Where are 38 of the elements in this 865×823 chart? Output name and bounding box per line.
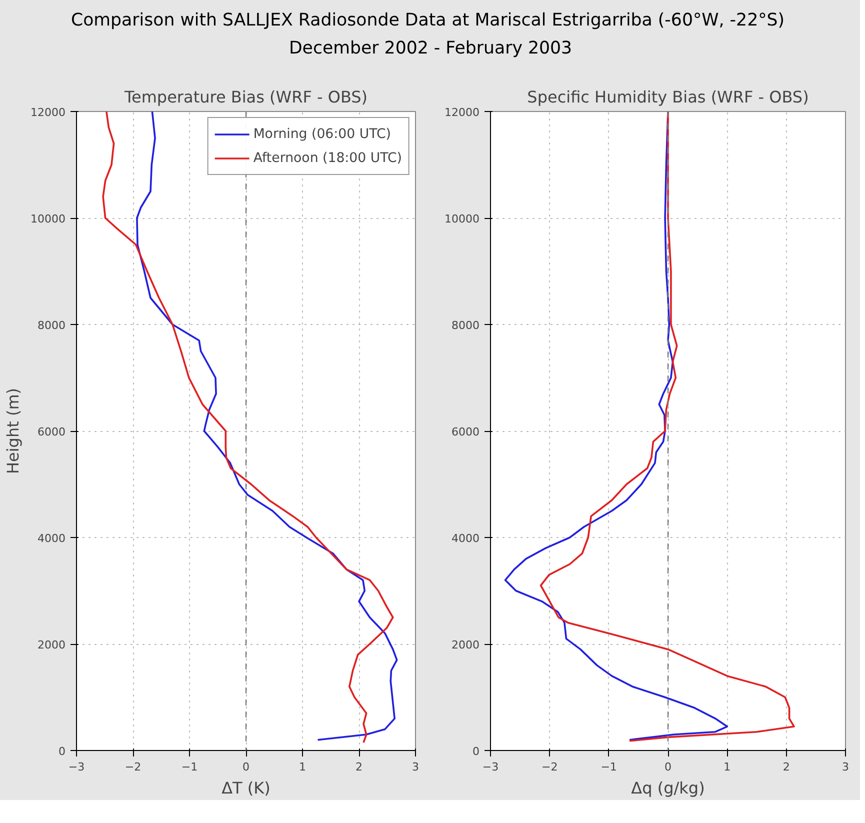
y-tick-label: 4000 [452,532,480,545]
y-axis-title: Height (m) [4,388,23,474]
x-tick-label: 0 [242,760,250,774]
x-tick-label: −1 [181,760,198,774]
text: December 2002 - February 2003 [288,38,572,58]
x-tick-label: −3 [68,760,85,774]
x-tick-label: −2 [542,760,558,774]
x-tick-label: 0 [664,760,672,774]
y-tick-label: 6000 [38,426,66,438]
y-tick-label: 4000 [38,532,66,545]
chart-title: Specific Humidity Bias (WRF - OBS) [527,88,809,106]
chart-title: Temperature Bias (WRF - OBS) [123,88,368,106]
legend-label: Afternoon (18:00 UTC) [253,150,402,166]
y-tick-label: 0 [58,745,66,758]
y-tick-label: 10000 [444,212,480,226]
x-axis-title: Δq (g/kg) [631,778,705,798]
x-tick-label: 1 [724,760,731,774]
y-tick-label: 2000 [452,638,480,652]
y-tick-label: 0 [472,745,480,758]
x-tick-label: 2 [782,760,790,774]
line-series [540,112,795,742]
y-tick-label: 12000 [444,106,480,119]
text: Comparison with SALLJEX Radiosonde Data at Mariscal Estrigarriba (-60°W, -22°S) [70,10,785,30]
y-tick-label: 10000 [30,212,66,226]
x-tick-label: −3 [482,760,499,774]
x-axis-title: ΔT (K) [222,778,270,798]
legend-label: Morning (06:00 UTC) [253,126,391,142]
y-tick-label: 6000 [452,426,480,438]
y-tick-label: 8000 [452,319,480,332]
x-tick-label: 3 [842,760,849,774]
y-tick-label: 8000 [38,319,66,332]
x-tick-label: 3 [412,760,419,774]
x-tick-label: −2 [124,760,142,774]
x-tick-label: 1 [299,760,306,774]
y-tick-label: 12000 [30,106,66,119]
x-tick-label: −1 [600,760,617,774]
x-tick-label: 2 [356,760,362,774]
y-tick-label: 2000 [38,638,66,652]
